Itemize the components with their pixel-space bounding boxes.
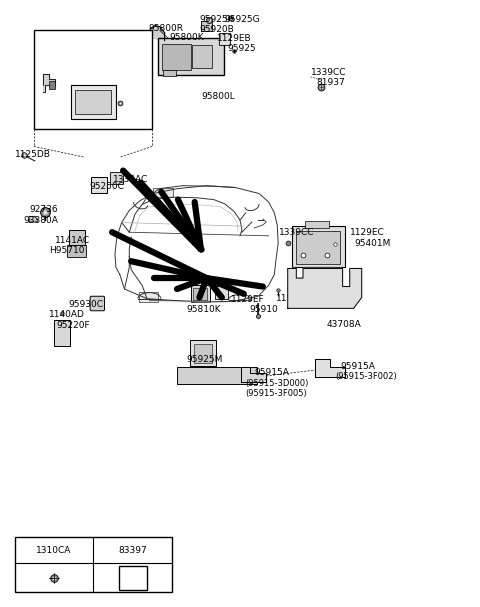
Text: 1339CC: 1339CC [279,228,314,237]
Text: 1339CC: 1339CC [311,68,346,77]
FancyBboxPatch shape [178,367,257,384]
FancyBboxPatch shape [67,245,86,257]
FancyBboxPatch shape [163,70,176,76]
Text: 1141AC: 1141AC [276,294,311,303]
Bar [34,30,152,129]
Text: 1338AC: 1338AC [113,175,148,183]
Text: 95250C: 95250C [90,182,124,191]
Text: 95925H: 95925H [199,15,235,24]
Polygon shape [29,217,37,222]
FancyBboxPatch shape [215,286,228,299]
Text: 83397: 83397 [119,546,147,555]
Text: 95925: 95925 [228,44,256,53]
Text: 95220F: 95220F [56,321,90,330]
FancyBboxPatch shape [292,226,345,267]
Text: 39610J: 39610J [72,50,103,59]
Text: 95410L: 95410L [80,114,114,123]
FancyBboxPatch shape [91,177,107,193]
Bar [15,537,172,592]
Text: 92736: 92736 [29,205,58,214]
FancyBboxPatch shape [75,90,111,114]
FancyBboxPatch shape [296,231,340,263]
Text: 1125DB: 1125DB [15,151,50,160]
Text: 43708A: 43708A [327,319,361,328]
Text: 1141AC: 1141AC [55,236,90,245]
FancyBboxPatch shape [139,292,158,302]
FancyBboxPatch shape [162,44,191,70]
Text: 81937: 81937 [316,78,345,87]
FancyBboxPatch shape [191,285,210,302]
FancyBboxPatch shape [110,172,122,185]
Text: 95930C: 95930C [68,300,103,309]
Text: 95800R: 95800R [148,24,183,33]
Text: 39160: 39160 [75,75,104,84]
FancyBboxPatch shape [219,33,230,46]
Text: 95915A: 95915A [340,362,375,371]
Text: 95850A: 95850A [85,35,120,43]
Text: 1140AD: 1140AD [49,310,85,319]
Text: 1129EB: 1129EB [217,35,252,43]
FancyBboxPatch shape [193,288,207,300]
Text: 95800L: 95800L [202,92,236,101]
Text: 93380A: 93380A [24,215,58,225]
Text: H95710: H95710 [49,246,84,255]
FancyBboxPatch shape [158,38,224,75]
FancyBboxPatch shape [191,340,216,367]
FancyBboxPatch shape [71,85,116,118]
Text: (95915-3F002): (95915-3F002) [336,372,397,381]
FancyBboxPatch shape [90,296,105,311]
Polygon shape [288,268,362,308]
Text: 1129EF: 1129EF [230,296,264,304]
FancyBboxPatch shape [305,221,329,228]
Text: 95915A: 95915A [254,368,289,378]
Text: 95925M: 95925M [187,355,223,364]
Polygon shape [43,74,55,92]
Text: 1129EC: 1129EC [350,228,384,237]
Text: 1339CC: 1339CC [104,89,140,98]
Text: 95925G: 95925G [225,15,260,24]
Text: (95915-3D000): (95915-3D000) [245,379,308,388]
Text: 95920B: 95920B [199,25,234,34]
Text: 95401M: 95401M [355,239,391,248]
FancyBboxPatch shape [48,81,55,89]
Polygon shape [241,367,266,382]
Text: 95800K: 95800K [169,33,204,42]
Text: 95810K: 95810K [187,305,221,314]
Polygon shape [315,359,345,377]
FancyBboxPatch shape [153,188,173,197]
FancyBboxPatch shape [54,320,70,346]
Text: 95910: 95910 [250,305,278,314]
FancyBboxPatch shape [201,21,212,31]
Polygon shape [150,25,165,41]
FancyBboxPatch shape [69,231,85,245]
FancyBboxPatch shape [305,272,336,304]
Text: (95915-3F005): (95915-3F005) [245,389,307,398]
Text: 1310CA: 1310CA [36,546,72,555]
FancyBboxPatch shape [192,46,212,69]
FancyBboxPatch shape [194,344,212,364]
Text: 97693D: 97693D [49,67,85,76]
